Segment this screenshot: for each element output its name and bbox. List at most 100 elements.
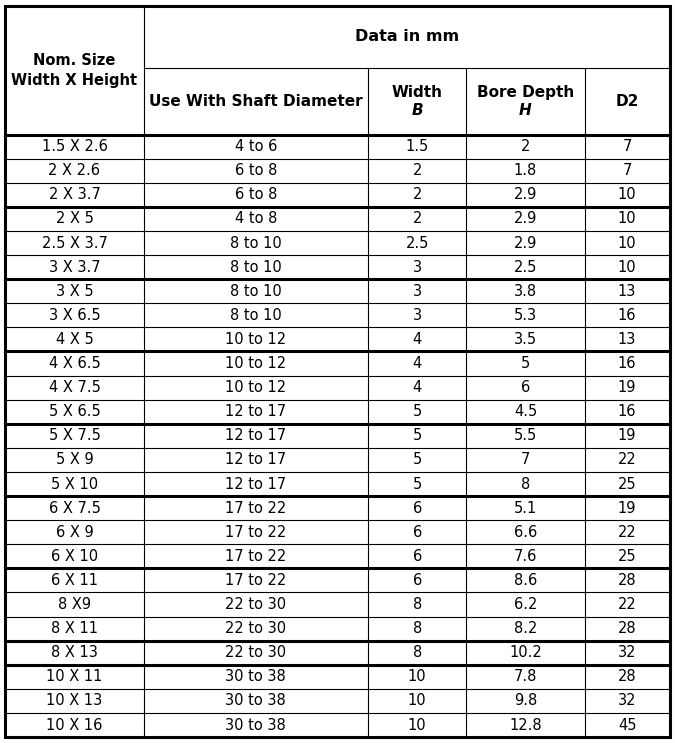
- Text: Nom. Size
Width X Height: Nom. Size Width X Height: [11, 53, 138, 88]
- Text: 7: 7: [622, 139, 632, 154]
- Text: 28: 28: [618, 669, 637, 684]
- Text: 3.5: 3.5: [514, 332, 537, 347]
- Text: 22 to 30: 22 to 30: [225, 621, 286, 636]
- Text: 1.5 X 2.6: 1.5 X 2.6: [42, 139, 107, 154]
- Text: 8.6: 8.6: [514, 573, 537, 588]
- Text: 19: 19: [618, 501, 637, 516]
- Text: 8 X 11: 8 X 11: [51, 621, 98, 636]
- Text: 30 to 38: 30 to 38: [225, 669, 286, 684]
- Text: B: B: [411, 103, 423, 118]
- Text: 8: 8: [521, 476, 530, 492]
- Text: 5 X 10: 5 X 10: [51, 476, 98, 492]
- Text: 12 to 17: 12 to 17: [225, 452, 286, 467]
- Text: 22 to 30: 22 to 30: [225, 645, 286, 661]
- Text: 5: 5: [521, 356, 530, 371]
- Text: 8.2: 8.2: [514, 621, 537, 636]
- Text: H: H: [519, 103, 532, 118]
- Text: 2.9: 2.9: [514, 236, 537, 250]
- Text: 5 X 7.5: 5 X 7.5: [49, 428, 101, 444]
- Text: 28: 28: [618, 621, 637, 636]
- Text: 13: 13: [618, 284, 637, 299]
- Text: 4 X 6.5: 4 X 6.5: [49, 356, 101, 371]
- Text: 10 to 12: 10 to 12: [225, 380, 286, 395]
- Text: 8 to 10: 8 to 10: [230, 308, 281, 322]
- Text: 5 X 9: 5 X 9: [55, 452, 93, 467]
- Text: 6: 6: [412, 549, 422, 564]
- Text: 6: 6: [412, 525, 422, 539]
- Text: 10 to 12: 10 to 12: [225, 332, 286, 347]
- Text: Data in mm: Data in mm: [354, 30, 458, 45]
- Text: 5.5: 5.5: [514, 428, 537, 444]
- Text: 8 to 10: 8 to 10: [230, 259, 281, 275]
- Text: 2: 2: [412, 187, 422, 202]
- Text: 10: 10: [408, 693, 427, 708]
- Text: 5.1: 5.1: [514, 501, 537, 516]
- Text: 30 to 38: 30 to 38: [225, 718, 286, 733]
- Text: 6: 6: [412, 501, 422, 516]
- Text: 10: 10: [408, 718, 427, 733]
- Text: 17 to 22: 17 to 22: [225, 525, 286, 539]
- Text: 8: 8: [412, 597, 422, 612]
- Text: 3: 3: [412, 308, 422, 322]
- Text: 12.8: 12.8: [509, 718, 542, 733]
- Text: 2: 2: [412, 212, 422, 227]
- Text: 4: 4: [412, 356, 422, 371]
- Text: 5.3: 5.3: [514, 308, 537, 322]
- Text: 22 to 30: 22 to 30: [225, 597, 286, 612]
- Text: 16: 16: [618, 308, 637, 322]
- Text: 8 X9: 8 X9: [58, 597, 91, 612]
- Text: 6: 6: [412, 573, 422, 588]
- Text: 2.5: 2.5: [514, 259, 537, 275]
- Text: 10: 10: [618, 187, 637, 202]
- Text: 6 X 9: 6 X 9: [55, 525, 93, 539]
- Text: 3 X 3.7: 3 X 3.7: [49, 259, 101, 275]
- Text: 4 to 6: 4 to 6: [235, 139, 277, 154]
- Text: Bore Depth: Bore Depth: [477, 85, 574, 100]
- Text: 28: 28: [618, 573, 637, 588]
- Text: 9.8: 9.8: [514, 693, 537, 708]
- Text: 2: 2: [521, 139, 530, 154]
- Text: 17 to 22: 17 to 22: [225, 573, 286, 588]
- Text: 32: 32: [618, 693, 637, 708]
- Text: 4.5: 4.5: [514, 404, 537, 419]
- Text: 2 X 2.6: 2 X 2.6: [49, 163, 101, 178]
- Text: 8 to 10: 8 to 10: [230, 236, 281, 250]
- Text: 5: 5: [412, 452, 422, 467]
- Text: 10 X 16: 10 X 16: [47, 718, 103, 733]
- Text: 16: 16: [618, 404, 637, 419]
- Text: 19: 19: [618, 380, 637, 395]
- Text: 10 X 11: 10 X 11: [47, 669, 103, 684]
- Text: 4 to 8: 4 to 8: [235, 212, 277, 227]
- Text: 2 X 3.7: 2 X 3.7: [49, 187, 101, 202]
- Text: 2.5: 2.5: [406, 236, 429, 250]
- Text: 3: 3: [412, 284, 422, 299]
- Text: 6 X 10: 6 X 10: [51, 549, 98, 564]
- Text: 4: 4: [412, 380, 422, 395]
- Text: 17 to 22: 17 to 22: [225, 501, 286, 516]
- Text: 5: 5: [412, 404, 422, 419]
- Text: 17 to 22: 17 to 22: [225, 549, 286, 564]
- Text: 2: 2: [412, 163, 422, 178]
- Text: 22: 22: [618, 525, 637, 539]
- Text: 2.5 X 3.7: 2.5 X 3.7: [42, 236, 107, 250]
- Text: 7: 7: [521, 452, 530, 467]
- Text: 10: 10: [408, 669, 427, 684]
- Text: 7: 7: [622, 163, 632, 178]
- Text: 6 X 7.5: 6 X 7.5: [49, 501, 101, 516]
- Text: 6 X 11: 6 X 11: [51, 573, 98, 588]
- Text: 10.2: 10.2: [509, 645, 542, 661]
- Text: 2 X 5: 2 X 5: [55, 212, 93, 227]
- Text: 45: 45: [618, 718, 637, 733]
- Text: 6.6: 6.6: [514, 525, 537, 539]
- Text: 2.9: 2.9: [514, 212, 537, 227]
- Text: 10 X 13: 10 X 13: [47, 693, 103, 708]
- Text: 3 X 6.5: 3 X 6.5: [49, 308, 101, 322]
- Text: 10: 10: [618, 236, 637, 250]
- Text: 6 to 8: 6 to 8: [235, 187, 277, 202]
- Text: 10: 10: [618, 212, 637, 227]
- Text: 7.8: 7.8: [514, 669, 537, 684]
- Text: 1.5: 1.5: [406, 139, 429, 154]
- Text: 1.8: 1.8: [514, 163, 537, 178]
- Text: 7.6: 7.6: [514, 549, 537, 564]
- Text: 25: 25: [618, 476, 637, 492]
